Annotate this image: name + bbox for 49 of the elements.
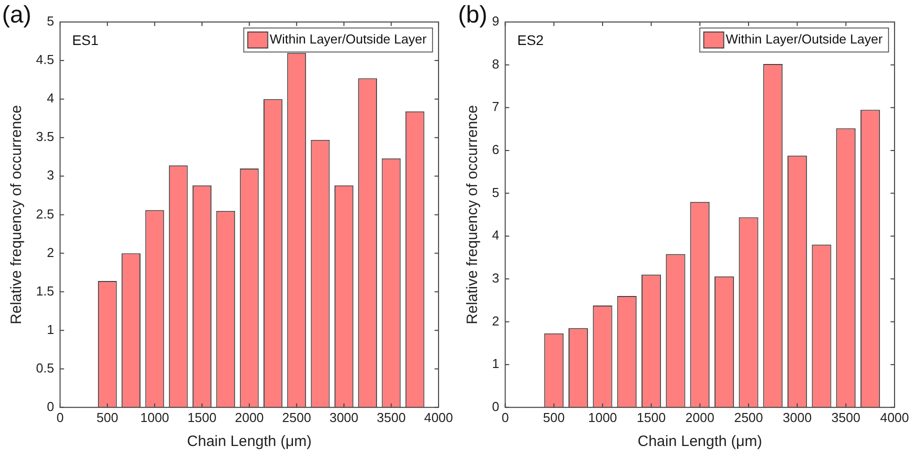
legend-label: Within Layer/Outside Layer (726, 32, 884, 47)
x-tick-label: 2500 (282, 410, 312, 425)
x-tick-label: 4000 (880, 410, 909, 425)
y-axis-title: Relative frequency of occurrence (8, 105, 26, 324)
y-tick-label: 1 (492, 356, 500, 372)
x-tick-label: 1500 (188, 410, 216, 425)
y-tick-label: 3 (492, 270, 500, 286)
x-tick-label: 3000 (782, 410, 812, 425)
x-axis-title: Chain Length (μm) (638, 433, 762, 450)
y-tick-label: 3.5 (36, 129, 54, 144)
y-tick-label: 0 (492, 398, 500, 414)
x-tick-label: 500 (96, 410, 118, 425)
x-tick-label: 4000 (424, 410, 453, 425)
y-tick-label: 4 (492, 228, 500, 243)
y-tick-label: 0.5 (36, 360, 54, 376)
y-tick-label: 3 (46, 168, 54, 183)
x-tick-label: 1000 (140, 410, 170, 425)
x-tick-label: 1500 (636, 410, 666, 425)
y-tick-label: 1 (46, 322, 54, 337)
chart-title: (a) (2, 2, 32, 29)
x-tick-label: 2000 (685, 410, 714, 425)
y-tick-label: 5 (46, 14, 54, 29)
y-tick-label: 4.5 (36, 52, 54, 68)
y-tick-label: 6 (492, 142, 500, 158)
annotation: ES1 (72, 32, 99, 48)
y-axis-title: Relative frequency of occurrence (464, 105, 482, 324)
y-tick-label: 2 (492, 313, 500, 328)
x-tick-label: 1000 (588, 410, 618, 425)
annotation: ES2 (517, 32, 544, 48)
y-tick-label: 0 (46, 398, 54, 414)
chart-title: (b) (458, 2, 488, 29)
x-tick-label: 0 (56, 410, 64, 425)
x-tick-label: 500 (543, 410, 565, 425)
y-tick-label: 2.5 (36, 206, 54, 222)
y-tick-label: 9 (492, 14, 500, 29)
x-tick-label: 3500 (831, 410, 860, 425)
y-tick-label: 4 (46, 90, 54, 106)
x-tick-label: 2000 (234, 410, 264, 425)
x-tick-label: 2500 (734, 410, 764, 425)
y-tick-label: 5 (492, 184, 500, 200)
legend-label: Within Layer/Outside Layer (270, 32, 428, 47)
y-tick-label: 2 (46, 244, 54, 260)
x-tick-label: 0 (502, 410, 509, 425)
x-axis-title: Chain Length (μm) (187, 433, 312, 450)
y-tick-label: 1.5 (36, 283, 54, 298)
y-tick-label: 8 (492, 56, 500, 72)
x-tick-label: 3500 (376, 410, 406, 425)
y-tick-label: 7 (492, 99, 500, 114)
x-tick-label: 3000 (329, 410, 358, 425)
